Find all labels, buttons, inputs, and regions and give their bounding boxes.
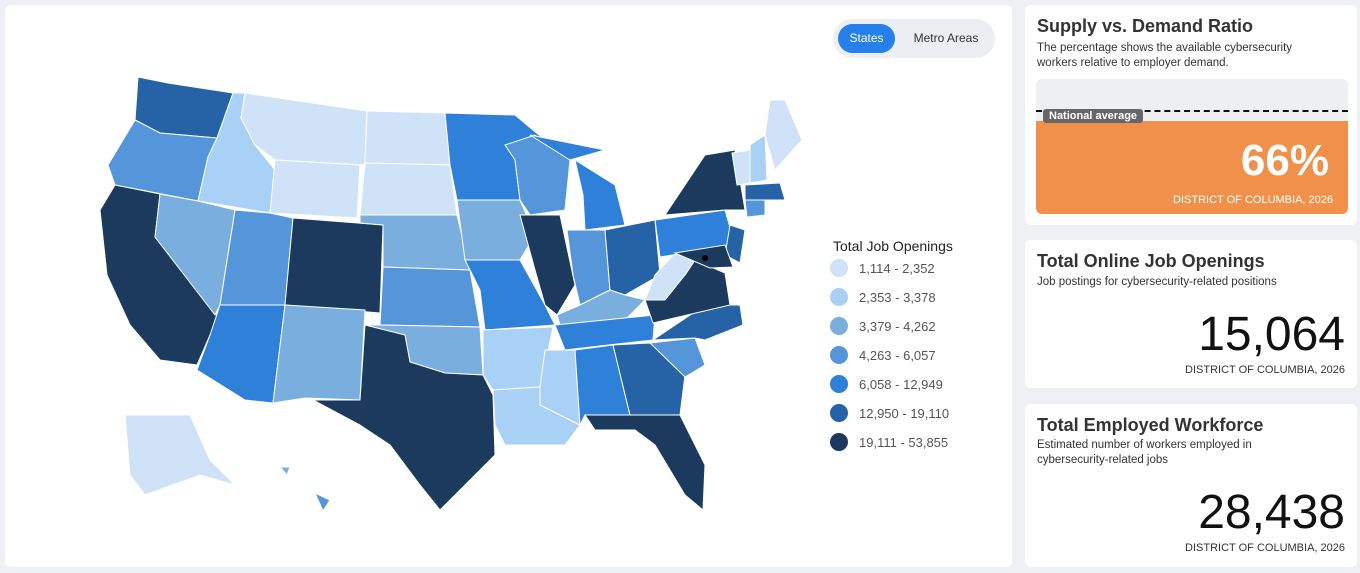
- state[interactable]: [539, 349, 581, 426]
- national-average-line: [1036, 110, 1348, 112]
- card-value: 28,438: [1198, 486, 1345, 539]
- legend-item: 1,114 - 2,352: [830, 259, 935, 277]
- state[interactable]: [314, 491, 331, 513]
- state[interactable]: [612, 342, 686, 416]
- state[interactable]: [312, 324, 496, 511]
- state[interactable]: [364, 110, 451, 166]
- us-map: [99, 76, 803, 513]
- legend-swatch: [830, 288, 848, 306]
- workforce-card: Total Employed Workforce Estimated numbe…: [1025, 404, 1357, 567]
- state[interactable]: [359, 162, 458, 216]
- legend-title: Total Job Openings: [833, 238, 953, 254]
- state[interactable]: [604, 219, 661, 296]
- legend-item: 3,379 - 4,262: [830, 317, 936, 335]
- state[interactable]: [764, 99, 803, 172]
- legend-label: 19,111 - 53,855: [859, 434, 949, 450]
- legend-label: 6,058 - 12,949: [859, 376, 943, 392]
- ratio-card: Supply vs. Demand Ratio The percentage s…: [1025, 5, 1357, 225]
- legend-swatch: [830, 259, 848, 277]
- legend-label: 12,950 - 19,110: [859, 405, 950, 421]
- national-average-label: National average: [1043, 109, 1144, 123]
- state[interactable]: [749, 134, 768, 184]
- map-card: [5, 5, 1012, 567]
- state[interactable]: [724, 224, 746, 264]
- state[interactable]: [744, 199, 766, 218]
- state[interactable]: [456, 199, 536, 261]
- state[interactable]: [648, 337, 706, 378]
- card-description: The percentage shows the available cyber…: [1037, 42, 1293, 69]
- legend-swatch: [830, 375, 848, 393]
- card-value: 15,064: [1198, 308, 1345, 361]
- legend-label: 2,353 - 3,378: [859, 289, 936, 305]
- legend-label: 3,379 - 4,262: [859, 318, 936, 334]
- state[interactable]: [744, 182, 786, 201]
- legend-swatch: [830, 433, 848, 451]
- state[interactable]: [284, 217, 384, 314]
- card-description: Estimated number of workers employed in …: [1037, 439, 1252, 466]
- card-title: Total Online Job Openings: [1037, 251, 1265, 271]
- legend-swatch: [830, 317, 848, 335]
- card-caption: DISTRICT OF COLUMBIA, 2026: [1185, 364, 1345, 376]
- ratio-bar: [1036, 121, 1348, 214]
- state[interactable]: [278, 466, 291, 476]
- ratio-caption: DISTRICT OF COLUMBIA, 2026: [1173, 194, 1333, 206]
- selected-dc[interactable]: [702, 255, 708, 261]
- legend-item: 4,263 - 6,057: [830, 346, 936, 364]
- legend-item: 19,111 - 53,855: [830, 433, 948, 451]
- toggle-metro[interactable]: Metro Areas: [913, 31, 979, 45]
- legend-item: 2,353 - 3,378: [830, 288, 936, 306]
- toggle-states[interactable]: States: [838, 24, 895, 53]
- card-description: Job postings for cybersecurity-related p…: [1037, 276, 1277, 288]
- state[interactable]: [529, 134, 606, 161]
- legend-label: 1,114 - 2,352: [859, 260, 935, 276]
- card-title: Total Employed Workforce: [1037, 415, 1264, 435]
- card-title: Supply vs. Demand Ratio: [1037, 16, 1254, 36]
- card-caption: DISTRICT OF COLUMBIA, 2026: [1185, 542, 1345, 554]
- state[interactable]: [124, 414, 237, 496]
- state[interactable]: [574, 158, 626, 231]
- state[interactable]: [584, 414, 706, 512]
- legend-item: 6,058 - 12,949: [830, 375, 943, 393]
- state[interactable]: [379, 266, 481, 328]
- legend-swatch: [830, 404, 848, 422]
- legend-swatch: [830, 346, 848, 364]
- legend-label: 4,263 - 6,057: [859, 347, 936, 363]
- legend-item: 12,950 - 19,110: [830, 404, 949, 422]
- openings-card: Total Online Job Openings Job postings f…: [1025, 240, 1357, 388]
- ratio-value: 66%: [1240, 136, 1329, 185]
- view-toggle: States Metro Areas: [833, 19, 995, 58]
- state[interactable]: [272, 304, 366, 404]
- state[interactable]: [269, 159, 361, 219]
